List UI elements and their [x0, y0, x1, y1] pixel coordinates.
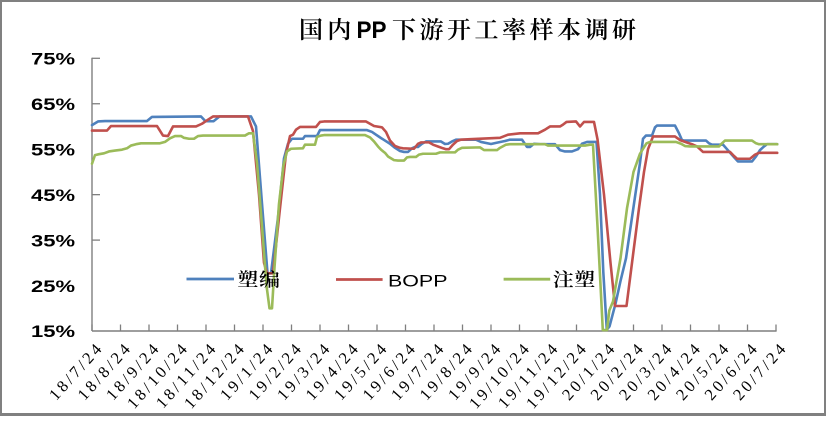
svg-text:55%: 55% [31, 140, 75, 159]
svg-text:25%: 25% [31, 277, 75, 296]
svg-text:15%: 15% [31, 322, 75, 341]
svg-text:PP: PP [357, 17, 387, 44]
svg-text:35%: 35% [31, 231, 75, 250]
svg-text:65%: 65% [31, 95, 75, 114]
svg-text:75%: 75% [31, 50, 75, 69]
svg-text:45%: 45% [31, 186, 75, 205]
svg-text:BOPP: BOPP [388, 273, 448, 291]
